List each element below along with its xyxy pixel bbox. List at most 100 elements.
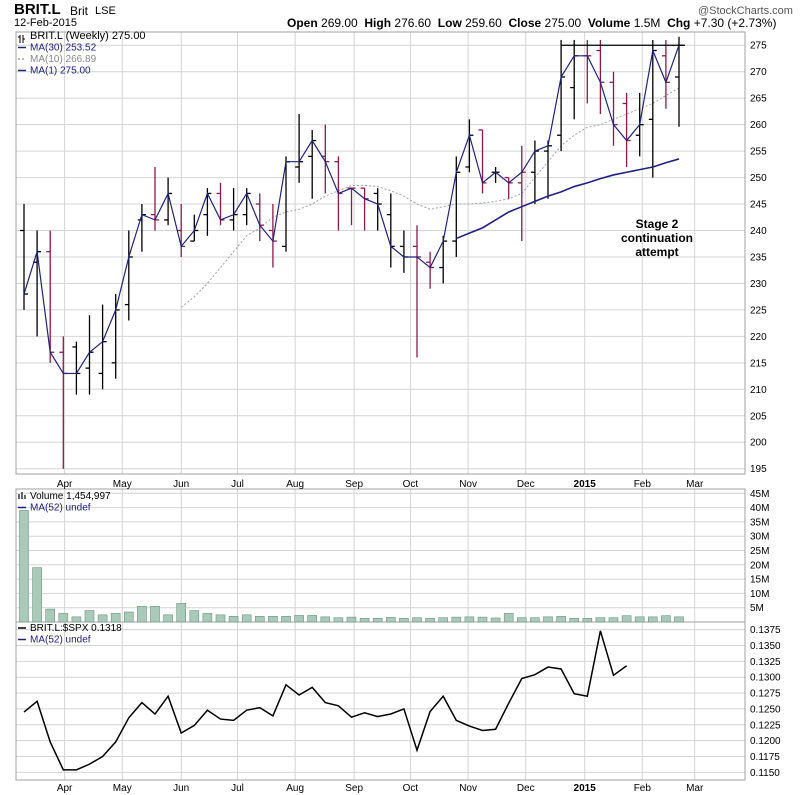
price-y-tick: 210 (750, 385, 767, 396)
volume-bar (399, 617, 409, 623)
volume-y-tick: 35M (750, 517, 769, 528)
volume-bar (438, 617, 449, 623)
price-y-tick: 250 (750, 173, 767, 184)
open-label: Open (287, 16, 318, 30)
ratio-y-tick: 0.1350 (750, 641, 781, 652)
x-tick-label: Apr (57, 783, 73, 794)
volume-bar (58, 613, 69, 623)
ratio-y-tick: 0.1200 (750, 736, 781, 747)
high-label: High (364, 16, 392, 30)
close-label: Close (508, 16, 542, 30)
volume-bar (477, 616, 488, 623)
volume-bar (464, 616, 475, 623)
volume-bar (150, 605, 160, 623)
ohlc-legend-icon (18, 35, 25, 43)
volume-bar (255, 615, 265, 623)
price-panel-frame (15, 31, 746, 475)
volume-bar (621, 615, 632, 623)
x-tick-label: Nov (459, 479, 477, 490)
price-y-tick: 265 (750, 94, 767, 105)
volume-bar (647, 616, 658, 623)
price-legend-entry: MA(30) 253.52 (30, 43, 97, 54)
volume-bar (294, 615, 304, 623)
price-y-tick: 215 (750, 358, 767, 369)
ohlc-bar (124, 230, 133, 321)
volume-bar (516, 617, 527, 623)
price-y-tick: 220 (750, 332, 767, 343)
x-tick-label: Dec (517, 783, 535, 794)
volume-bar (189, 610, 200, 623)
x-tick-label: Nov (459, 783, 477, 794)
ratio-legend-entry: BRIT.L:$SPX 0.1318 (30, 623, 122, 634)
ohlc-bar (360, 187, 369, 231)
volume-bar (32, 567, 42, 623)
volume-bar (333, 617, 344, 623)
close-value: 275.00 (544, 16, 582, 30)
x-tick-label: Jun (173, 479, 189, 490)
x-tick-label: Aug (286, 783, 304, 794)
ratio-y-tick: 0.1325 (750, 657, 781, 668)
price-y-tick: 245 (750, 200, 767, 211)
volume-y-tick: 25M (750, 546, 769, 557)
ohlc-bar (137, 204, 146, 252)
volume-bars (19, 510, 684, 623)
volume-bar (281, 615, 291, 623)
ratio-y-tick: 0.1250 (750, 704, 781, 715)
volume-bar (503, 613, 514, 623)
price-y-tick: 235 (750, 252, 767, 263)
annotation-text: Stage 2 (636, 217, 679, 231)
ohlc-bar (164, 177, 173, 226)
volume-bar (19, 510, 29, 623)
volume-bar (228, 615, 239, 623)
price-y-tick: 225 (750, 305, 767, 316)
volume-legend-entry: Volume 1,454,997 (30, 491, 111, 502)
ratio-y-tick: 0.1300 (750, 673, 781, 684)
x-tick-label: Mar (686, 783, 704, 794)
x-tick-label: Feb (634, 479, 652, 490)
volume-bar (359, 617, 370, 623)
x-tick-label: Dec (517, 479, 535, 490)
volume-bar (202, 613, 213, 623)
volume-y-tick: 40M (750, 503, 769, 514)
ohlc-bar (596, 39, 605, 115)
volume-bar (346, 616, 357, 623)
volume-bar (372, 617, 383, 623)
annotation-text: attempt (635, 245, 678, 259)
volume-bar (241, 614, 252, 623)
grid (16, 32, 745, 780)
volume-bar (634, 616, 645, 623)
company-name: Brit (70, 4, 88, 18)
ratio-y-tick: 0.1225 (750, 720, 781, 731)
x-tick-label: 2015 (574, 783, 597, 794)
volume-y-tick: 10M (750, 589, 769, 600)
ohlc-bars (20, 36, 683, 469)
x-tick-label: Jun (173, 783, 189, 794)
ohlc-bar (544, 140, 552, 199)
volume-bar (451, 616, 462, 623)
volume-bar (412, 617, 422, 623)
low-value: 259.60 (465, 16, 502, 30)
volume-bar (84, 610, 95, 623)
volume-bar (215, 614, 226, 623)
volume-bar (71, 616, 82, 623)
ohlc-bar (661, 39, 670, 109)
volume-bar (307, 615, 318, 623)
ohlc-bar (465, 119, 474, 173)
volume-panel-frame (15, 488, 746, 623)
price-legend-entry: BRIT.L (Weekly) 275.00 (30, 30, 146, 42)
annotation-text: continuation (621, 231, 693, 245)
ohlc-bar (373, 188, 382, 231)
ratio-y-tick: 0.1275 (750, 689, 781, 700)
ratio-y-tick: 0.1150 (750, 768, 780, 779)
volume-bar (556, 615, 566, 623)
price-y-tick: 270 (750, 67, 767, 78)
exchange-label: LSE (95, 5, 116, 17)
volume-bar (45, 608, 56, 623)
volume-bar (320, 616, 331, 623)
x-tick-label: May (113, 783, 132, 794)
ratio-line (23, 630, 628, 771)
volume-bar (674, 616, 684, 623)
price-legend-entry: MA(10) 266.89 (30, 54, 97, 65)
volume-bar (661, 615, 671, 623)
